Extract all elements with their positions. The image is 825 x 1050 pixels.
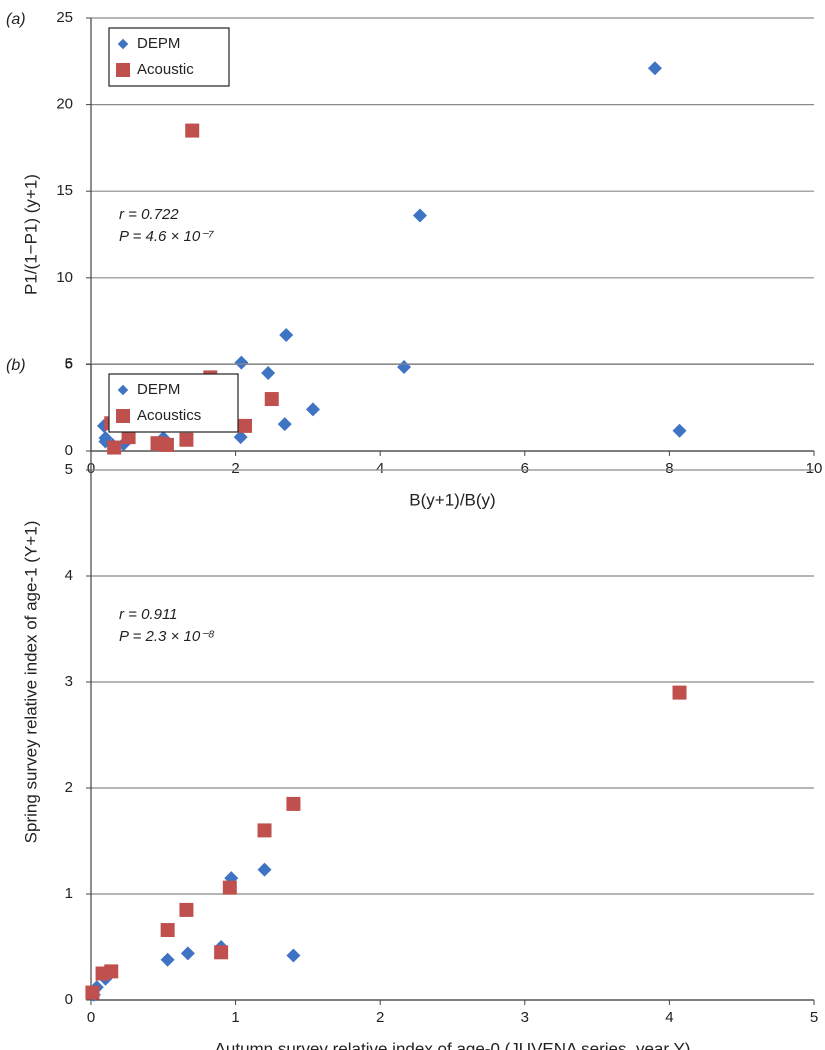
x-tick-label: 3: [521, 1009, 529, 1026]
x-tick-label: 1: [231, 1009, 239, 1026]
point: [222, 880, 237, 895]
legend-label: Acoustic: [137, 61, 194, 78]
point: [95, 966, 110, 981]
point: [121, 430, 136, 445]
y-tick-label: 5: [65, 461, 73, 478]
point: [647, 61, 662, 76]
legend-box: [108, 373, 239, 433]
y-axis-label: Spring survey relative index of age-1 (Y…: [21, 521, 40, 844]
point: [154, 437, 169, 452]
x-axis-label: B(y+1)/B(y): [409, 490, 495, 509]
legend-label: Acoustics: [137, 407, 201, 424]
x-tick-label: 10: [806, 460, 823, 477]
y-tick-label: 4: [65, 567, 73, 584]
legend-marker: [116, 409, 130, 423]
point: [214, 945, 229, 960]
y-tick-label: 20: [56, 96, 73, 113]
point: [160, 923, 175, 938]
annotation: r = 0.722: [119, 206, 179, 223]
point: [257, 862, 272, 877]
x-tick-label: 4: [376, 460, 384, 477]
panel: 05101520250246810B(y+1)/B(y)P1/(1−P1) (y…: [6, 9, 822, 510]
annotation: r = 0.911: [119, 606, 178, 623]
point: [237, 418, 252, 433]
point: [286, 948, 301, 963]
y-tick-label: 3: [65, 673, 73, 690]
point: [160, 952, 175, 967]
y-tick-label: 25: [56, 9, 73, 26]
point: [257, 823, 272, 838]
legend-marker: [116, 63, 130, 77]
legend-marker: [117, 38, 129, 50]
y-tick-label: 6: [65, 355, 73, 372]
x-tick-label: 4: [665, 1009, 673, 1026]
annotation: P = 4.6 × 10⁻⁷: [119, 228, 214, 245]
y-tick-label: 5: [65, 355, 73, 372]
x-tick-label: 6: [521, 460, 529, 477]
y-tick-label: 2: [65, 779, 73, 796]
point: [107, 440, 122, 455]
point: [180, 946, 195, 961]
x-axis-label: Autumn survey relative index of age-0 (J…: [215, 1039, 691, 1050]
x-tick-label: 2: [231, 460, 239, 477]
legend-marker: [117, 384, 129, 396]
y-tick-label: 10: [56, 269, 73, 286]
y-axis-label: P1/(1−P1) (y+1): [21, 174, 40, 295]
panel-label: (a): [6, 11, 26, 28]
point: [305, 402, 320, 417]
point: [261, 366, 276, 381]
y-tick-label: 0: [65, 991, 73, 1008]
legend-label: DEPM: [137, 35, 180, 52]
point: [412, 208, 427, 223]
point: [672, 423, 687, 438]
x-tick-label: 2: [376, 1009, 384, 1026]
y-tick-label: 15: [56, 182, 73, 199]
point: [397, 359, 412, 374]
point: [672, 685, 687, 700]
legend-label: DEPM: [137, 381, 180, 398]
point: [185, 123, 200, 138]
point: [179, 902, 194, 917]
x-tick-label: 5: [810, 1009, 818, 1026]
point: [234, 355, 249, 370]
y-tick-label: 0: [65, 442, 73, 459]
annotation: P = 2.3 × 10⁻⁸: [119, 628, 215, 645]
x-tick-label: 8: [665, 460, 673, 477]
point: [277, 417, 292, 432]
point: [179, 432, 194, 447]
panel-label: (b): [6, 357, 26, 374]
point: [279, 327, 294, 342]
point: [264, 392, 279, 407]
x-tick-label: 0: [87, 1009, 95, 1026]
point: [286, 796, 301, 811]
point: [85, 985, 100, 1000]
y-tick-label: 1: [65, 885, 73, 902]
point: [233, 430, 248, 445]
